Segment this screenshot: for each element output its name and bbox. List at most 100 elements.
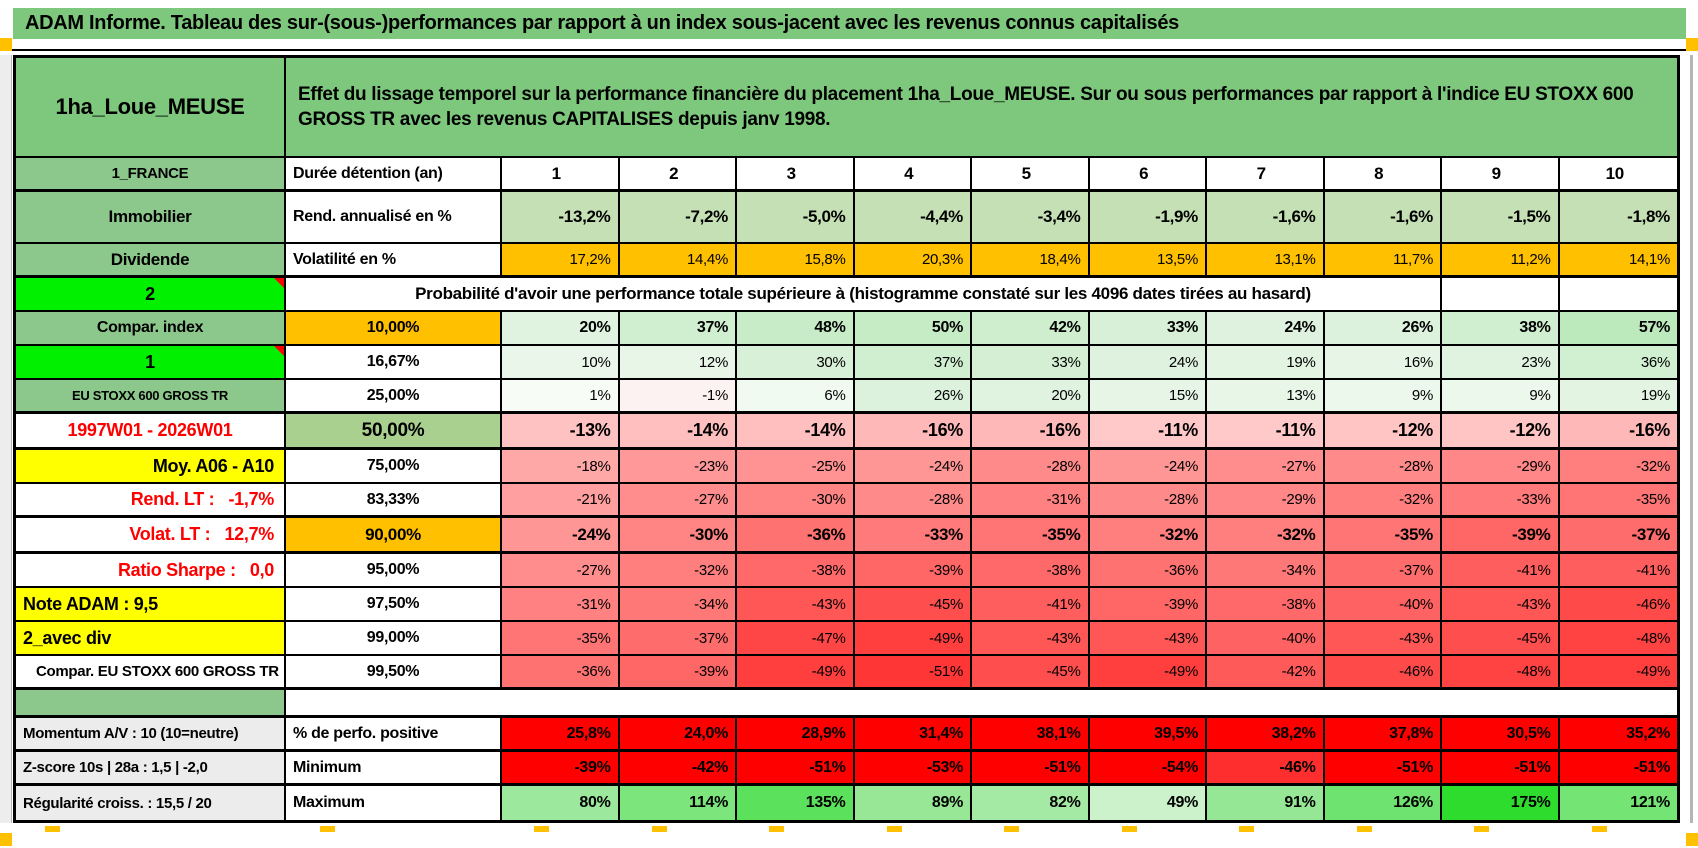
value-cell[interactable]: -11% <box>1207 414 1325 447</box>
value-cell[interactable]: -51% <box>854 656 972 687</box>
value-cell[interactable]: -39% <box>619 656 737 687</box>
value-cell[interactable]: -43% <box>1442 588 1560 620</box>
measure-label-cell[interactable]: 50,00% <box>286 414 502 447</box>
placement-name-cell[interactable]: 1ha_Loue_MEUSE <box>16 58 286 156</box>
year-column-header-6[interactable]: 6 <box>1089 158 1207 189</box>
value-cell[interactable]: 49% <box>1089 786 1207 820</box>
value-cell[interactable]: 38% <box>1442 312 1560 344</box>
value-cell[interactable]: 24% <box>1089 346 1207 378</box>
year-column-header-5[interactable]: 5 <box>972 158 1090 189</box>
measure-label-cell[interactable]: 90,00% <box>286 518 502 551</box>
value-cell[interactable]: -33% <box>1442 484 1560 515</box>
value-cell[interactable]: -31% <box>972 484 1090 515</box>
value-cell[interactable]: -18% <box>502 450 620 482</box>
value-cell[interactable]: -43% <box>972 622 1090 654</box>
value-cell[interactable]: -28% <box>972 450 1090 482</box>
year-column-header-3[interactable]: 3 <box>737 158 855 189</box>
value-cell[interactable]: 6% <box>737 380 855 411</box>
value-cell[interactable]: -25% <box>737 450 855 482</box>
value-cell[interactable]: 37% <box>854 346 972 378</box>
year-column-header-8[interactable]: 8 <box>1324 158 1442 189</box>
value-cell[interactable]: -16% <box>1559 414 1677 447</box>
value-cell[interactable]: -28% <box>854 484 972 515</box>
value-cell[interactable]: 12% <box>619 346 737 378</box>
value-cell[interactable]: -4,4% <box>854 192 972 242</box>
measure-label-cell[interactable]: 25,00% <box>286 380 502 411</box>
row-label[interactable]: Rend. LT : -1,7% <box>16 484 286 515</box>
value-cell[interactable]: 1% <box>502 380 620 411</box>
value-cell[interactable]: -43% <box>1324 622 1442 654</box>
value-cell[interactable]: 91% <box>1207 786 1325 820</box>
value-cell[interactable]: 30,5% <box>1442 718 1560 749</box>
value-cell[interactable]: 31,4% <box>854 718 972 749</box>
value-cell[interactable]: -45% <box>972 656 1090 687</box>
measure-label-cell[interactable]: Volatilité en % <box>286 244 502 275</box>
value-cell[interactable]: 20% <box>502 312 620 344</box>
measure-label-cell[interactable]: Rend. annualisé en % <box>286 192 502 242</box>
measure-label-cell[interactable]: 16,67% <box>286 346 502 378</box>
value-cell[interactable]: -13,2% <box>502 192 620 242</box>
value-cell[interactable]: 14,1% <box>1559 244 1677 275</box>
value-cell[interactable]: -46% <box>1207 752 1325 783</box>
value-cell[interactable]: -39% <box>854 554 972 586</box>
value-cell[interactable]: -14% <box>619 414 737 447</box>
value-cell[interactable]: 35,2% <box>1559 718 1677 749</box>
measure-label-cell[interactable]: Maximum <box>286 786 502 820</box>
value-cell[interactable]: -39% <box>502 752 620 783</box>
value-cell[interactable]: -39% <box>1442 518 1560 551</box>
empty-cell[interactable] <box>1442 278 1560 310</box>
value-cell[interactable]: -41% <box>972 588 1090 620</box>
value-cell[interactable]: -47% <box>737 622 855 654</box>
value-cell[interactable]: -5,0% <box>737 192 855 242</box>
row-label[interactable]: Dividende <box>16 244 286 275</box>
value-cell[interactable]: 24% <box>1207 312 1325 344</box>
value-cell[interactable]: -1% <box>619 380 737 411</box>
note-cell[interactable]: 2 <box>16 278 286 310</box>
country-label-cell[interactable]: 1_FRANCE <box>16 158 286 189</box>
value-cell[interactable]: 48% <box>737 312 855 344</box>
value-cell[interactable]: 9% <box>1442 380 1560 411</box>
value-cell[interactable]: 17,2% <box>502 244 620 275</box>
value-cell[interactable]: 36% <box>1559 346 1677 378</box>
value-cell[interactable]: 38,1% <box>972 718 1090 749</box>
value-cell[interactable]: -51% <box>1442 752 1560 783</box>
value-cell[interactable]: 15% <box>1089 380 1207 411</box>
value-cell[interactable]: -12% <box>1324 414 1442 447</box>
row-label[interactable]: Momentum A/V : 10 (10=neutre) <box>16 718 286 749</box>
value-cell[interactable]: -27% <box>502 554 620 586</box>
measure-label-cell[interactable]: 10,00% <box>286 312 502 344</box>
value-cell[interactable]: -48% <box>1559 622 1677 654</box>
value-cell[interactable]: -32% <box>1559 450 1677 482</box>
row-label[interactable]: Immobilier <box>16 192 286 242</box>
value-cell[interactable]: -41% <box>1559 554 1677 586</box>
value-cell[interactable]: -7,2% <box>619 192 737 242</box>
value-cell[interactable]: 175% <box>1442 786 1560 820</box>
value-cell[interactable]: 37,8% <box>1324 718 1442 749</box>
value-cell[interactable]: -24% <box>502 518 620 551</box>
row-label[interactable]: Compar. index <box>16 312 286 344</box>
value-cell[interactable]: -39% <box>1089 588 1207 620</box>
value-cell[interactable]: 13,1% <box>1207 244 1325 275</box>
value-cell[interactable]: -49% <box>737 656 855 687</box>
row-label[interactable]: Ratio Sharpe : 0,0 <box>16 554 286 586</box>
value-cell[interactable]: 57% <box>1559 312 1677 344</box>
value-cell[interactable]: -49% <box>854 622 972 654</box>
value-cell[interactable]: -43% <box>1089 622 1207 654</box>
value-cell[interactable]: -46% <box>1324 656 1442 687</box>
value-cell[interactable]: 19% <box>1207 346 1325 378</box>
year-column-header-2[interactable]: 2 <box>619 158 737 189</box>
value-cell[interactable]: -27% <box>1207 450 1325 482</box>
value-cell[interactable]: -16% <box>854 414 972 447</box>
duration-header-cell[interactable]: Durée détention (an) <box>286 158 502 189</box>
value-cell[interactable]: 18,4% <box>972 244 1090 275</box>
value-cell[interactable]: 13,5% <box>1089 244 1207 275</box>
value-cell[interactable]: 20% <box>972 380 1090 411</box>
year-column-header-10[interactable]: 10 <box>1559 158 1677 189</box>
value-cell[interactable]: 42% <box>972 312 1090 344</box>
value-cell[interactable]: -38% <box>1207 588 1325 620</box>
value-cell[interactable]: -54% <box>1089 752 1207 783</box>
measure-label-cell[interactable]: 75,00% <box>286 450 502 482</box>
value-cell[interactable]: 126% <box>1324 786 1442 820</box>
value-cell[interactable]: -23% <box>619 450 737 482</box>
value-cell[interactable]: -1,6% <box>1324 192 1442 242</box>
